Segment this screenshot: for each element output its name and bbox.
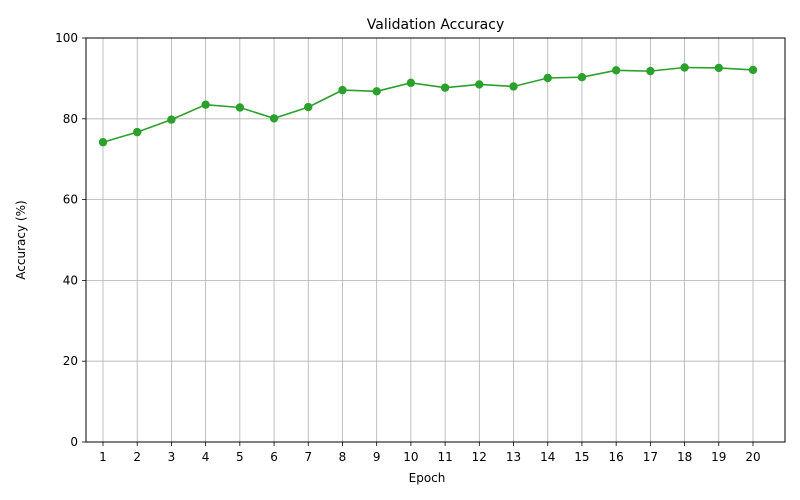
grid bbox=[86, 38, 785, 442]
x-tick-label: 7 bbox=[304, 450, 312, 464]
data-point bbox=[235, 103, 245, 112]
chart-title: Validation Accuracy bbox=[367, 17, 505, 33]
x-tick-label: 16 bbox=[609, 450, 624, 464]
data-point bbox=[680, 63, 689, 72]
data-point bbox=[98, 138, 108, 147]
x-tick-label: 2 bbox=[133, 450, 141, 464]
x-axis: 1 2 3 4 5 6 7 8 9 10 11 12 13 14 15 16 17 18 19 20 bbox=[99, 442, 761, 464]
data-point bbox=[304, 102, 313, 112]
data-point bbox=[338, 85, 347, 95]
y-tick-label: 0 bbox=[70, 435, 78, 449]
data-point bbox=[509, 82, 518, 91]
data-point bbox=[372, 87, 381, 96]
y-axis: 0 20 40 60 80 100 bbox=[55, 31, 86, 449]
data-point bbox=[714, 63, 723, 73]
data-point bbox=[748, 65, 758, 75]
x-tick-label: 10 bbox=[403, 450, 418, 464]
data-point bbox=[543, 73, 552, 83]
y-tick-label: 80 bbox=[63, 112, 78, 126]
series-layer bbox=[98, 63, 758, 147]
x-tick-label: 9 bbox=[373, 450, 381, 464]
data-point bbox=[133, 127, 142, 137]
data-point bbox=[646, 66, 655, 76]
data-point bbox=[440, 83, 450, 92]
x-tick-label: 14 bbox=[540, 450, 555, 464]
x-tick-label: 1 bbox=[99, 450, 107, 464]
x-tick-label: 11 bbox=[437, 450, 452, 464]
x-tick-label: 6 bbox=[270, 450, 278, 464]
x-tick-label: 3 bbox=[168, 450, 176, 464]
plot-frame bbox=[85, 37, 786, 443]
data-point bbox=[475, 80, 484, 89]
x-tick-label: 17 bbox=[643, 450, 658, 464]
x-tick-label: 12 bbox=[472, 450, 487, 464]
data-point bbox=[611, 66, 621, 75]
data-point bbox=[167, 115, 176, 124]
plot-background bbox=[86, 38, 785, 442]
x-tick-label: 5 bbox=[236, 450, 244, 464]
y-tick-label: 20 bbox=[63, 354, 78, 368]
data-point bbox=[406, 78, 416, 88]
data-point bbox=[201, 100, 210, 109]
x-axis-label: Epoch bbox=[409, 471, 446, 485]
y-axis-label: Accuracy (%) bbox=[14, 200, 28, 279]
series-line bbox=[102, 66, 754, 143]
y-tick-label: 60 bbox=[63, 193, 78, 207]
x-tick-label: 13 bbox=[506, 450, 521, 464]
y-tick-label: 40 bbox=[63, 273, 78, 287]
y-tick-label: 100 bbox=[55, 31, 78, 45]
x-tick-label: 4 bbox=[202, 450, 210, 464]
x-tick-label: 20 bbox=[745, 450, 760, 464]
data-point bbox=[269, 114, 279, 123]
x-tick-label: 15 bbox=[574, 450, 589, 464]
x-tick-label: 18 bbox=[677, 450, 692, 464]
x-tick-label: 19 bbox=[711, 450, 726, 464]
x-tick-label: 8 bbox=[339, 450, 347, 464]
data-point bbox=[577, 72, 587, 82]
